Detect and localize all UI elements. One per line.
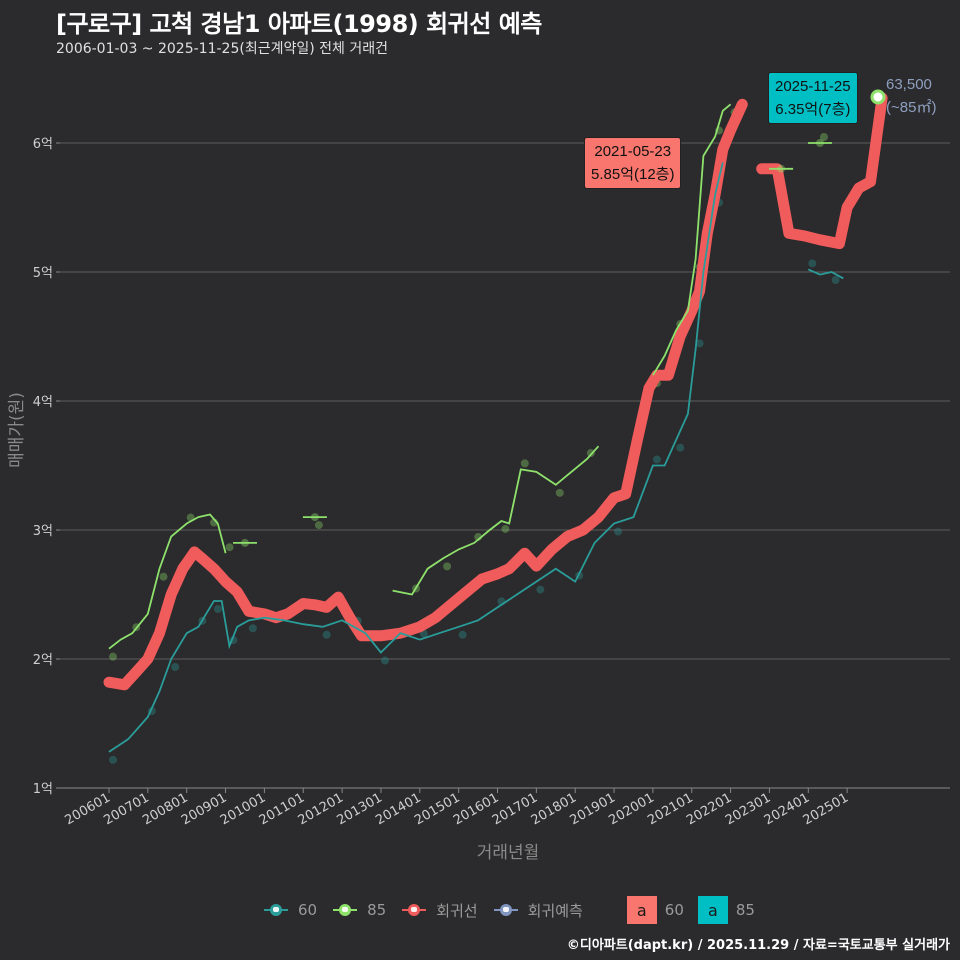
latest-price: 63,500 <box>886 76 932 93</box>
legend-key-60-icon <box>262 901 290 919</box>
scatter-point <box>808 259 817 268</box>
scatter-point <box>109 755 117 764</box>
legend: 60 85 회귀선 회귀예측 a 60 a 85 <box>262 896 769 924</box>
legend-item-regression[interactable]: 회귀선 <box>400 900 478 921</box>
y-tick-label: 2억 <box>33 653 53 668</box>
series-85-line <box>108 513 227 650</box>
legend-item-85[interactable]: 85 <box>331 901 386 919</box>
legend-item-60[interactable]: 60 <box>262 901 317 919</box>
scatter-point <box>159 572 168 581</box>
legend-label: 85 <box>367 901 387 919</box>
scatter-point <box>676 443 685 452</box>
data-series <box>103 89 888 764</box>
scatter-point <box>520 459 529 468</box>
scatter-point <box>652 455 661 464</box>
legend-label: 회귀예측 <box>527 901 583 920</box>
legend-key-prediction-icon <box>492 901 520 919</box>
scatter-point <box>443 562 452 571</box>
legend-key-regression-icon <box>400 901 428 919</box>
legend-label: 85 <box>735 901 755 919</box>
scatter-point <box>555 488 564 497</box>
legend-key-85-icon <box>331 901 359 919</box>
chart-subtitle: 2006-01-03 ~ 2025-11-25(최근계약일) 전체 거래건 <box>56 41 388 57</box>
scatter-point <box>501 524 510 533</box>
regression-line <box>103 98 748 691</box>
series-60-line <box>108 162 724 753</box>
latest-value: 6.35억(7층) <box>775 101 851 118</box>
scatter-point <box>314 521 323 530</box>
y-axis-title: 매매가(원) <box>7 392 27 468</box>
latest-area: (~85㎡) <box>886 99 937 116</box>
latest-annotation: 2025-11-25 6.35억(7층) <box>768 72 858 124</box>
scatter-point <box>586 449 595 458</box>
chart-title: [구로구] 고척 경남1 아파트(1998) 회귀선 예측 <box>56 10 542 38</box>
grid-lines <box>60 142 950 789</box>
scatter-point <box>695 339 704 348</box>
scatter-point <box>536 585 545 594</box>
latest-date: 2025-11-25 <box>775 78 851 95</box>
y-tick-label: 4억 <box>33 395 53 410</box>
scatter-point <box>248 624 257 633</box>
peak-date: 2021-05-23 <box>594 143 672 160</box>
y-tick-label: 5억 <box>33 266 53 281</box>
x-tick-label: 202501 <box>801 790 851 828</box>
legend-label: 60 <box>664 901 684 919</box>
legend-label-key-60[interactable]: a 60 <box>626 896 684 924</box>
footer-credit: ©디아파트(dapt.kr) / 2025.11.29 / 자료=국토교통부 실… <box>566 938 950 953</box>
series-60-line <box>807 268 844 280</box>
label-key-85-swatch: a <box>697 896 728 924</box>
x-axis-title: 거래년월 <box>477 843 540 863</box>
scatter-point <box>225 543 234 552</box>
y-tick-label: 6억 <box>33 137 53 152</box>
label-key-60-swatch: a <box>626 896 657 924</box>
legend-item-prediction[interactable]: 회귀예측 <box>492 900 583 921</box>
y-axis-ticks: 1억 2억 3억 4억 5억 6억 <box>33 137 60 797</box>
scatter-point <box>171 663 180 671</box>
peak-annotation: 2021-05-23 5.85억(12층) <box>584 137 682 189</box>
latest-side-note: 63,500 (~85㎡) <box>886 73 936 119</box>
legend-label: 60 <box>298 901 318 919</box>
peak-value: 5.85억(12층) <box>591 166 675 183</box>
scatter-point <box>614 527 623 536</box>
x-axis-ticks: 2006012007012008012009012010012011012012… <box>63 788 851 828</box>
scatter-point <box>831 276 840 284</box>
y-tick-label: 1억 <box>33 782 53 797</box>
scatter-point <box>819 133 828 141</box>
legend-label-key-85[interactable]: a 85 <box>697 896 755 924</box>
scatter-point <box>380 656 389 665</box>
scatter-point <box>458 630 467 639</box>
scatter-point <box>322 630 331 639</box>
regression-line <box>756 92 888 250</box>
series-85-line <box>652 103 732 376</box>
scatter-point <box>109 652 117 661</box>
y-tick-label: 3억 <box>33 524 53 539</box>
legend-label: 회귀선 <box>436 901 478 920</box>
series-85-line <box>392 445 600 596</box>
scatter-point <box>213 604 222 613</box>
latest-point-marker <box>870 89 886 105</box>
